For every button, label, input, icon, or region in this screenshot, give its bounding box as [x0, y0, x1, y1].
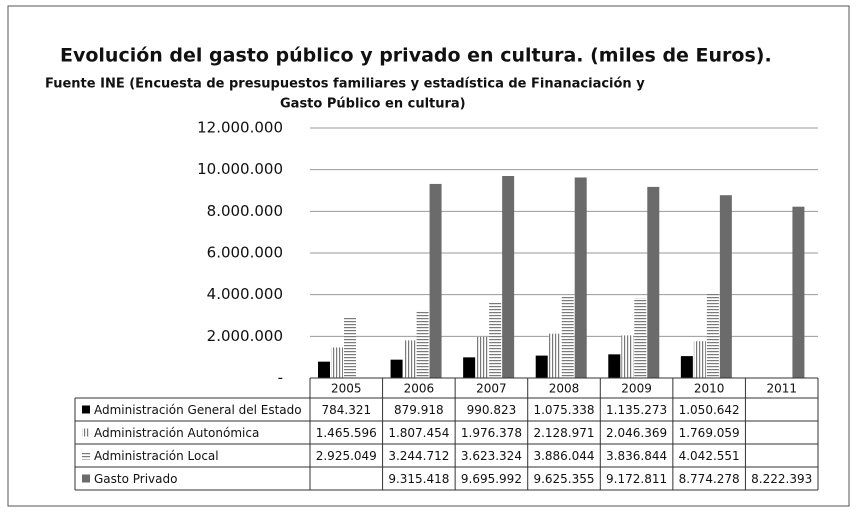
chart-frame [7, 5, 850, 507]
table-cell: 2.925.049 [316, 449, 377, 463]
table-cell: 9.315.418 [388, 472, 449, 486]
x-tick-label: 2007 [476, 382, 507, 396]
legend-label: Gasto Privado [94, 472, 177, 486]
x-tick-label: 2010 [694, 382, 725, 396]
bar [693, 341, 706, 378]
x-tick-label: 2006 [404, 382, 435, 396]
y-tick-label: - [278, 369, 283, 387]
legend-label: Administración Autonómica [94, 426, 259, 440]
table-cell: 3.244.712 [388, 449, 449, 463]
x-tick-label: 2008 [549, 382, 580, 396]
table-cell: 3.836.844 [606, 449, 667, 463]
table-cell: 4.042.551 [679, 449, 740, 463]
y-tick-label: 2.000.000 [207, 327, 283, 345]
chart-title: Evolución del gasto público y privado en… [60, 45, 772, 67]
table-cell: 1.075.338 [533, 403, 594, 417]
bar [535, 355, 548, 378]
bar [331, 347, 343, 378]
bar [561, 297, 574, 378]
bar [476, 336, 489, 378]
legend-key [82, 428, 90, 437]
bar [344, 317, 356, 378]
y-tick-label: 4.000.000 [207, 285, 283, 303]
bar [416, 310, 429, 378]
table-cell: 8.222.393 [751, 472, 812, 486]
bar [647, 186, 660, 378]
table-cell: 9.172.811 [606, 472, 667, 486]
chart-subtitle: Fuente INE (Encuesta de presupuestos fam… [45, 77, 645, 92]
bar [502, 176, 515, 378]
table-cell: 1.769.059 [679, 426, 740, 440]
bar [792, 206, 805, 378]
bar [634, 298, 647, 378]
bar [621, 335, 634, 378]
table-cell: 1.050.642 [679, 403, 740, 417]
table-cell: 2.046.369 [606, 426, 667, 440]
x-tick-label: 2009 [621, 382, 652, 396]
table-cell: 784.321 [321, 403, 371, 417]
legend-key [82, 474, 90, 483]
bar [429, 183, 442, 378]
x-tick-label: 2005 [331, 382, 362, 396]
bar [463, 357, 476, 378]
x-tick-label: 2011 [766, 382, 797, 396]
bar [390, 359, 403, 378]
chart-subtitle: Gasto Público en cultura) [280, 97, 466, 112]
table-cell: 2.128.971 [533, 426, 594, 440]
y-tick-label: 6.000.000 [207, 244, 283, 262]
legend-label: Administración Local [94, 449, 219, 463]
table-cell: 8.774.278 [679, 472, 740, 486]
bar [318, 361, 330, 378]
table-cell: 9.695.992 [461, 472, 522, 486]
y-tick-label: 12.000.000 [197, 119, 283, 137]
table-cell: 9.625.355 [533, 472, 594, 486]
bar [706, 293, 719, 378]
bar [680, 356, 693, 378]
bar [489, 302, 502, 378]
y-tick-label: 8.000.000 [207, 202, 283, 220]
table-cell: 1.465.596 [316, 426, 377, 440]
legend-label: Administración General del Estado [94, 403, 302, 417]
bar [548, 333, 561, 378]
table-cell: 3.886.044 [533, 449, 594, 463]
table-cell: 3.623.324 [461, 449, 522, 463]
bar [719, 195, 732, 378]
table-cell: 1.807.454 [388, 426, 449, 440]
bar [608, 354, 621, 378]
table-cell: 990.823 [467, 403, 517, 417]
bar [574, 177, 587, 378]
y-tick-label: 10.000.000 [197, 160, 283, 178]
legend-key [82, 451, 90, 460]
table-cell: 1.976.378 [461, 426, 522, 440]
table-cell: 1.135.273 [606, 403, 667, 417]
legend-key [82, 405, 90, 414]
table-cell: 879.918 [394, 403, 444, 417]
bar [403, 340, 416, 378]
